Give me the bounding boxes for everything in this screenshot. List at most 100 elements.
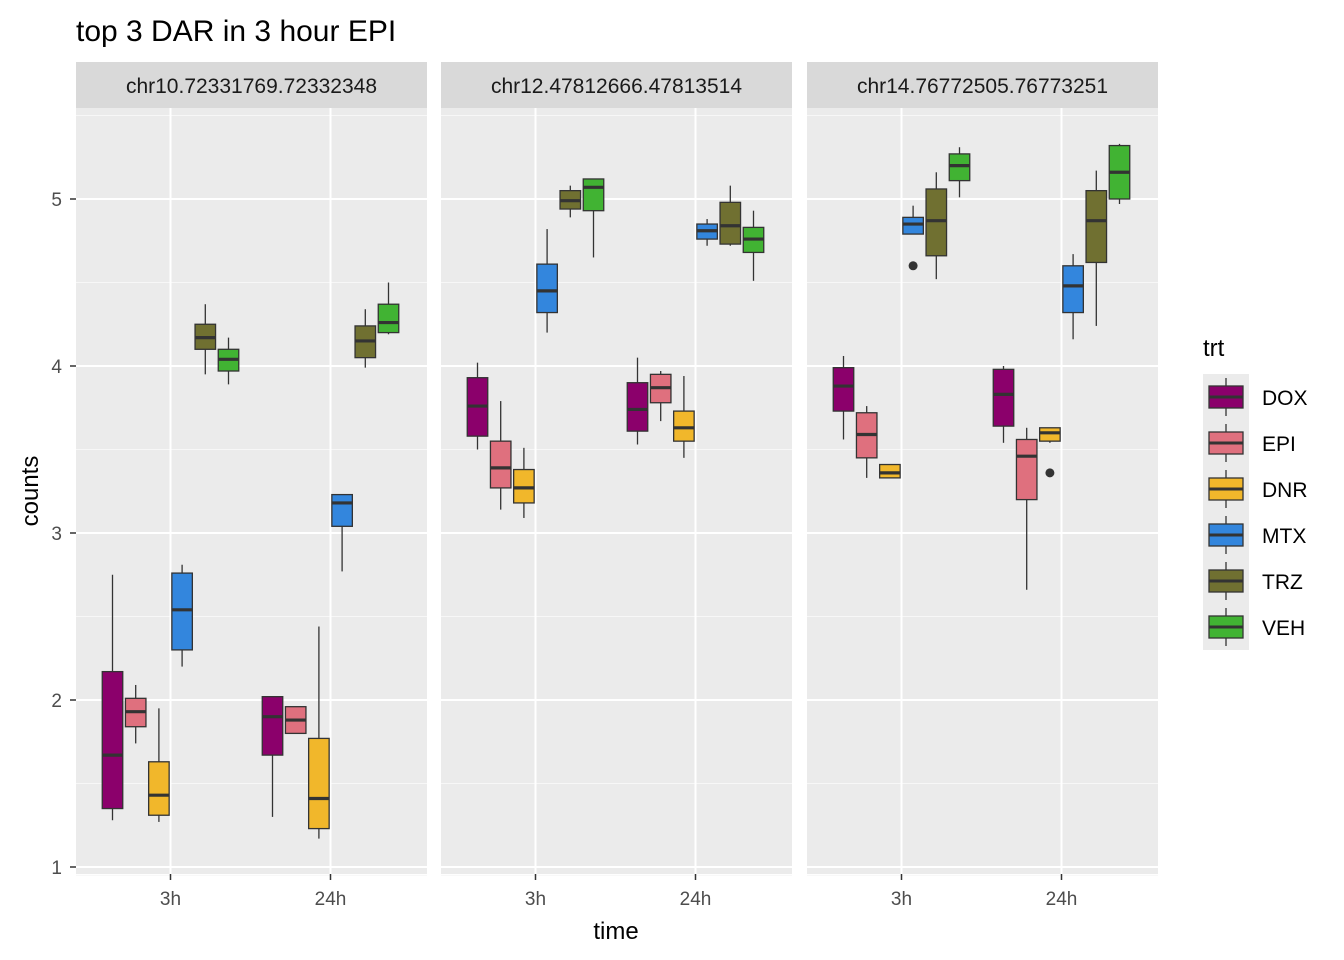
box-iqr — [1062, 265, 1084, 314]
box-iqr — [582, 178, 605, 212]
box-iqr — [673, 410, 695, 442]
boxplot-trz-24h — [354, 309, 377, 368]
x-tick-label: 24h — [1046, 889, 1078, 910]
boxplot-mtx-24h — [1062, 254, 1084, 340]
boxplot-epi-24h — [1015, 427, 1038, 590]
panel-background — [76, 108, 427, 874]
boxplot-veh-3h — [217, 337, 240, 385]
y-tick-label: 5 — [51, 190, 62, 211]
facet-strip — [807, 62, 1158, 108]
box-iqr — [489, 440, 512, 489]
box-iqr — [925, 188, 948, 257]
box-iqr — [331, 493, 354, 527]
boxplot-dox-3h — [466, 362, 489, 450]
box-iqr — [1085, 189, 1108, 264]
box-iqr — [147, 761, 170, 816]
boxplot-dnr-24h — [307, 626, 330, 839]
y-axis-title: counts — [17, 456, 44, 527]
boxplot-dox-24h — [992, 366, 1015, 443]
legend-item-mtx: MTX — [1203, 512, 1306, 558]
box-iqr — [513, 468, 535, 504]
y-tick-label: 4 — [51, 357, 62, 378]
boxplot-epi-3h — [124, 684, 147, 744]
legend-title: trt — [1203, 335, 1225, 362]
chart-title: top 3 DAR in 3 hour EPI — [76, 15, 396, 48]
boxplot-mtx-3h — [902, 205, 924, 271]
x-tick-label: 24h — [315, 889, 347, 910]
boxplot-mtx-3h — [536, 229, 558, 333]
x-tick-label: 3h — [525, 889, 546, 910]
box-iqr — [1039, 427, 1061, 442]
box-iqr — [101, 670, 124, 810]
box-iqr — [992, 368, 1015, 427]
x-axis-title: time — [593, 918, 638, 945]
boxplot-dnr-3h — [147, 708, 170, 822]
box-iqr — [536, 263, 558, 314]
box-iqr — [832, 367, 855, 412]
x-tick-label: 3h — [160, 889, 181, 910]
facet-panel: chr10.72331769.72332348 3h 24h — [76, 62, 427, 910]
boxplot-trz-3h — [925, 172, 948, 280]
boxplot-veh-24h — [742, 210, 765, 281]
boxplot-epi-24h — [284, 706, 307, 735]
legend-item-dnr: DNR — [1203, 466, 1308, 512]
y-tick-label: 1 — [51, 858, 62, 879]
legend-label: EPI — [1262, 433, 1296, 456]
box-iqr — [902, 216, 924, 235]
box-iqr — [377, 303, 400, 334]
legend-label: DOX — [1262, 387, 1308, 410]
outlier-point — [908, 261, 918, 271]
boxplot-veh-3h — [948, 147, 971, 198]
boxplot-epi-24h — [649, 371, 672, 422]
box-iqr — [879, 463, 901, 479]
boxplot-dnr-24h — [1039, 427, 1061, 478]
legend-label: MTX — [1262, 525, 1306, 548]
legend-item-trz: TRZ — [1203, 558, 1303, 604]
facet-panel: chr12.47812666.47813514 3h 24h — [441, 62, 792, 910]
outlier-point — [1045, 468, 1055, 478]
facet-strip-label: chr10.72331769.72332348 — [126, 75, 377, 98]
y-axis: 1 2 3 4 5 — [51, 190, 76, 879]
box-iqr — [719, 201, 742, 245]
facet-strip — [441, 62, 792, 108]
legend: trt DOX EPI DNR MTX TRZ VEH — [1203, 335, 1308, 650]
facet-strip-label: chr14.76772505.76773251 — [857, 75, 1108, 98]
x-tick-label: 3h — [891, 889, 912, 910]
box-iqr — [948, 153, 971, 182]
boxplot-dnr-24h — [673, 376, 695, 458]
boxplot-dox-24h — [261, 696, 284, 817]
boxplot-dnr-3h — [513, 447, 535, 518]
boxplot-mtx-24h — [331, 493, 354, 572]
box-iqr — [261, 696, 284, 756]
facet-panel: chr14.76772505.76773251 3h 24h — [807, 62, 1158, 910]
boxplot-veh-24h — [1108, 143, 1131, 205]
box-iqr — [171, 572, 194, 651]
boxplot-dox-24h — [626, 357, 649, 445]
legend-label: TRZ — [1262, 571, 1303, 594]
legend-label: DNR — [1262, 479, 1308, 502]
legend-label: VEH — [1262, 617, 1305, 640]
boxplot-veh-3h — [582, 178, 605, 258]
y-tick-label: 2 — [51, 691, 62, 712]
boxplot-dox-3h — [101, 574, 124, 821]
legend-item-veh: VEH — [1203, 604, 1305, 650]
box-iqr — [1015, 438, 1038, 501]
boxplot-dox-3h — [832, 355, 855, 440]
x-tick-label: 24h — [680, 889, 712, 910]
boxplot-trz-3h — [194, 304, 217, 375]
legend-item-epi: EPI — [1203, 420, 1296, 466]
facet-strip-label: chr12.47812666.47813514 — [491, 75, 742, 98]
boxplot-mtx-24h — [696, 219, 718, 246]
boxplot-mtx-3h — [171, 564, 194, 667]
boxplot-epi-3h — [489, 401, 512, 510]
boxplot-dnr-3h — [879, 463, 901, 479]
facet-strip — [76, 62, 427, 108]
boxplot-trz-3h — [559, 185, 582, 218]
boxplot-trz-24h — [1085, 170, 1108, 326]
legend-item-dox: DOX — [1203, 374, 1308, 420]
boxplot-epi-3h — [855, 406, 878, 478]
boxplot-trz-24h — [719, 185, 742, 246]
box-iqr — [307, 737, 330, 830]
